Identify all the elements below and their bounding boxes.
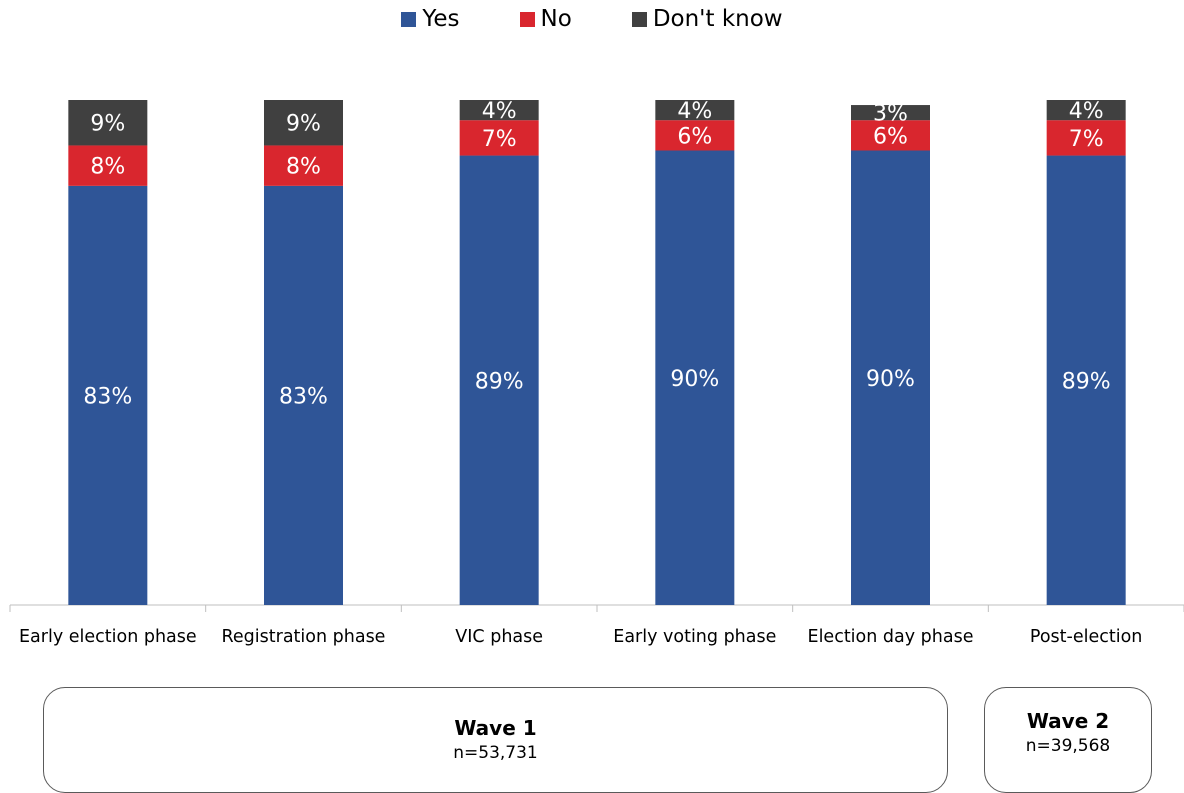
data-label: 8%: [90, 155, 125, 180]
bar-segment-no: [459, 120, 539, 156]
legend-item-1: No: [519, 6, 572, 32]
x-tick-label: Post-election: [1030, 627, 1142, 647]
x-tick-label: Early voting phase: [613, 627, 776, 647]
data-label: 6%: [873, 124, 908, 149]
x-tick-label: Registration phase: [222, 627, 386, 647]
data-label: 90%: [866, 367, 915, 392]
bar-segment-no: [1046, 120, 1126, 156]
legend-swatch: [401, 11, 417, 27]
legend-label: Don't know: [652, 6, 783, 32]
stacked-bar-chart: 83% 8% 9% Early election phase 83% 8% 9% Regist…: [9, 99, 1184, 647]
bar-segment-don-t-know: [851, 105, 930, 121]
data-label: 83%: [279, 384, 328, 409]
data-label: 7%: [1069, 127, 1104, 152]
legend-item-0: Yes: [401, 6, 460, 32]
data-label: 3%: [873, 102, 908, 127]
data-label: 89%: [1062, 369, 1111, 394]
bar-segment-no: [68, 145, 148, 186]
bar-segment-yes: [459, 155, 539, 606]
bar-segment-no: [655, 120, 735, 151]
bar-segment-don-t-know: [655, 100, 735, 121]
wave-1-sample-size: n=53,731: [453, 743, 538, 763]
legend-label: No: [540, 6, 572, 32]
bar-segment-yes: [655, 150, 735, 605]
data-label: 9%: [286, 112, 321, 137]
bar-segment-yes: [264, 185, 343, 605]
data-label: 83%: [83, 384, 132, 409]
bar-segment-don-t-know: [459, 100, 539, 121]
data-label: 7%: [482, 127, 517, 152]
bar-segment-no: [851, 120, 930, 151]
x-tick-label: VIC phase: [455, 627, 543, 647]
data-label: 4%: [677, 99, 712, 124]
wave-1-title: Wave 1: [454, 716, 537, 740]
x-tick-label: Early election phase: [19, 627, 197, 647]
legend-swatch: [519, 11, 535, 27]
bar-segment-no: [264, 145, 343, 186]
data-label: 4%: [482, 99, 517, 124]
wave-2-box: Wave 2 n=39,568: [984, 687, 1152, 793]
wave-2-sample-size: n=39,568: [1025, 736, 1111, 756]
legend-swatch: [631, 11, 647, 27]
wave-2-title: Wave 2: [1026, 709, 1110, 733]
legend-label: Yes: [422, 6, 460, 32]
data-label: 9%: [90, 112, 125, 137]
bar-segment-yes: [68, 185, 148, 605]
legend-item-2: Don't know: [631, 6, 783, 32]
chart-legend: Yes No Don't know: [0, 6, 1184, 32]
bar-segment-yes: [1046, 155, 1126, 606]
data-label: 90%: [670, 367, 719, 392]
data-label: 89%: [475, 369, 524, 394]
x-tick-label: Election day phase: [808, 627, 974, 647]
bar-segment-don-t-know: [1046, 100, 1126, 121]
data-label: 6%: [677, 124, 712, 149]
bar-segment-don-t-know: [68, 100, 148, 146]
data-label: 8%: [286, 155, 321, 180]
data-label: 4%: [1069, 99, 1104, 124]
bar-segment-don-t-know: [264, 100, 343, 146]
bar-segment-yes: [851, 150, 930, 605]
wave-1-box: Wave 1 n=53,731: [43, 687, 948, 793]
